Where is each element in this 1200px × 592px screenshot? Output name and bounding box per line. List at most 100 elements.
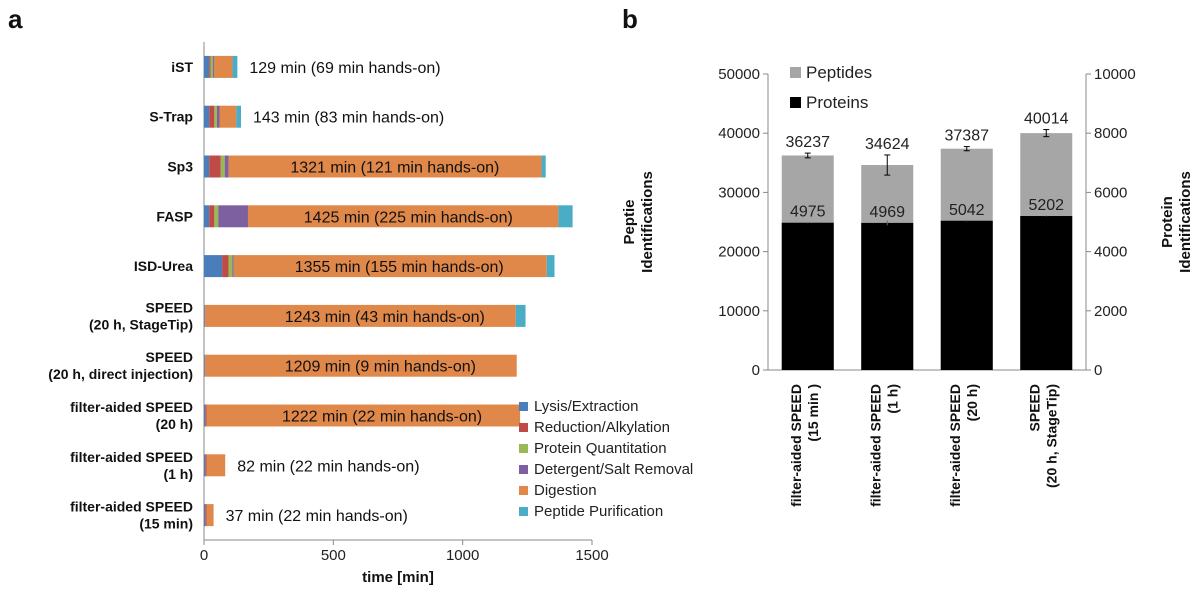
protein-bar [781,222,834,370]
bar-segment [204,155,210,178]
protein-value-label: 4969 [869,204,905,221]
right-tick-label: 10000 [1094,66,1136,83]
left-tick-label: 10000 [718,303,760,320]
peptide-value-label: 37387 [945,128,990,145]
category-label: SPEED [146,299,193,315]
category-label: filter-aided SPEED [788,384,804,507]
legend-swatch [519,402,528,411]
legend-swatch [519,507,528,516]
category-label: filter-aided SPEED [70,449,193,465]
left-tick-label: 30000 [718,184,760,201]
bar-segment [204,304,206,327]
bar-segment [204,504,206,527]
bar-annotation: 1425 min (225 min hands-on) [304,209,513,226]
bar-segment [228,255,233,278]
right-tick-label: 6000 [1094,184,1127,201]
left-tick-label: 0 [752,362,760,379]
legend-label: Protein Quantitation [534,440,667,457]
legend-label: Peptides [806,63,872,82]
legend-swatch [519,423,528,432]
x-tick-label: 1000 [446,547,479,564]
category-label: filter-aided SPEED [947,384,963,507]
bar-segment [233,255,547,278]
protein-bar [1020,216,1073,370]
bar-segment [209,105,215,128]
bar-segment [204,354,206,377]
legend-swatch [519,486,528,495]
bar-segment [204,255,223,278]
bar-segment [205,454,207,477]
category-label: filter-aided SPEED [70,499,193,515]
panel-b-label: b [622,4,638,34]
bar-segment [232,55,238,78]
category-label: (20 h) [156,416,193,432]
bar-segment [209,205,215,228]
bar-segment [214,205,219,228]
category-label: (20 h, StageTip) [1043,384,1059,488]
bar-segment [213,55,215,78]
bar-annotation: 82 min (22 min hands-on) [237,458,419,475]
bar-segment [204,354,205,377]
bar-annotation: 129 min (69 min hands-on) [249,60,440,77]
legend-label: Detergent/Salt Removal [534,461,693,478]
bar-segment [515,304,526,327]
legend-label: Lysis/Extraction [534,398,638,415]
legend-swatch [790,67,801,78]
category-label: Sp3 [167,159,193,175]
category-label: (20 h, direct injection) [48,366,193,382]
right-tick-label: 4000 [1094,244,1127,261]
bar-annotation: 1355 min (155 min hands-on) [295,259,504,276]
bar-segment [214,105,217,128]
category-label: ISD-Urea [134,258,193,274]
right-axis-title: Identifications [1177,171,1194,273]
bar-segment [204,454,206,477]
legend-swatch [519,465,528,474]
left-tick-label: 40000 [718,125,760,142]
legend-label: Reduction/Alkylation [534,419,670,436]
category-label: (15 min) [139,516,193,532]
bar-annotation: 1243 min (43 min hands-on) [285,309,485,326]
bar-annotation: 37 min (22 min hands-on) [226,508,408,525]
right-axis-title: Protein [1159,196,1176,248]
protein-value-label: 5042 [949,202,985,219]
bar-segment [210,55,214,78]
x-axis-title: time [min] [362,569,434,586]
category-label: (20 h, StageTip) [89,316,193,332]
identifications-chart: 0 10000 20000 30000 40000 50000 0 2000 4000 6000 8… [621,63,1194,507]
protein-value-label: 4975 [790,204,826,221]
category-label: (1 h) [884,384,900,414]
bar-segment [204,105,210,128]
bar-segment [214,55,233,78]
right-tick-label: 0 [1094,362,1102,379]
protein-bar [940,220,993,370]
bar-segment [205,354,517,377]
left-axis-title: Peptie [621,199,638,244]
bar-segment [558,205,573,228]
process-time-chart: 0 500 1000 1500 time [min] iST 129 min (69 min… [48,42,693,586]
legend-label: Proteins [806,93,868,112]
bar-segment [224,155,229,178]
left-tick-label: 50000 [718,66,760,83]
bar-annotation: 1222 min (22 min hands-on) [282,409,482,426]
bar-segment [228,155,542,178]
peptide-value-label: 40014 [1024,111,1069,128]
bar-segment [220,155,225,178]
category-label: filter-aided SPEED [70,399,193,415]
legend-label: Peptide Purification [534,503,663,520]
category-label: iST [171,59,193,75]
x-tick-label: 1500 [575,547,608,564]
category-label: S-Trap [149,109,193,125]
bar-segment [236,105,241,128]
bar-annotation: 1209 min (9 min hands-on) [285,359,476,376]
peptide-value-label: 34624 [865,136,910,153]
x-tick-label: 500 [321,547,346,564]
bar-segment [216,105,220,128]
right-tick-label: 2000 [1094,303,1127,320]
category-label: SPEED [146,349,193,365]
bar-segment [204,205,210,228]
bar-segment [206,504,214,527]
category-label: FASP [156,208,193,224]
bar-segment [232,255,234,278]
legend-swatch [519,444,528,453]
